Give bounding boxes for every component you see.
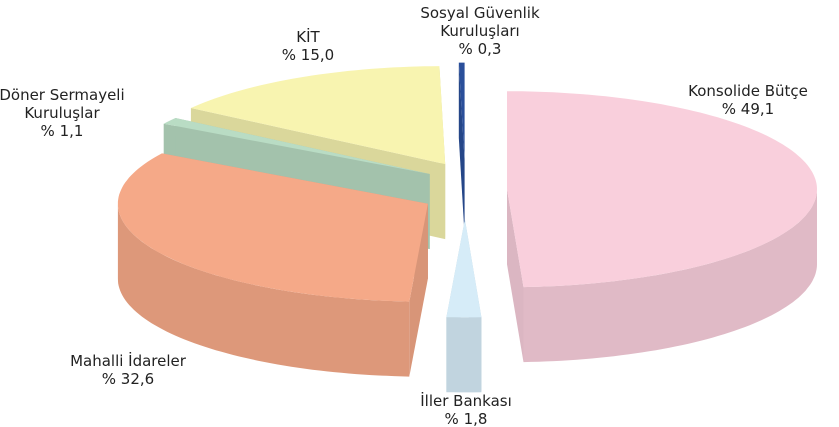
slice-name: Mahalli İdareler [70, 352, 186, 370]
slice-name: Konsolide Bütçe [688, 82, 808, 100]
slice-top [507, 91, 817, 288]
slice-wall [507, 189, 524, 363]
slice-label: KİT% 15,0 [248, 28, 368, 64]
slice-name: KİT [296, 28, 320, 46]
slice-name: Sosyal Güvenlik Kuruluşları [420, 4, 540, 40]
slice-label: Mahalli İdareler% 32,6 [48, 352, 208, 388]
slice-top [163, 118, 430, 174]
pie-slice [117, 153, 428, 377]
pie-slice [446, 219, 482, 393]
pie-slice [507, 91, 817, 363]
slice-side [446, 317, 482, 393]
slice-value: % 1,1 [40, 122, 84, 140]
slice-side [523, 189, 817, 363]
slice-top [117, 153, 428, 302]
slice-top [458, 62, 465, 161]
slice-top [190, 66, 446, 165]
slice-value: % 32,6 [101, 370, 155, 388]
slice-name: İller Bankası [420, 392, 512, 410]
slice-value: % 1,8 [444, 410, 488, 427]
slice-side [117, 203, 410, 377]
slice-name: Döner Sermayeli Kuruluşlar [0, 86, 125, 122]
slice-label: İller Bankası% 1,8 [386, 392, 546, 427]
slice-top [446, 219, 482, 318]
slice-wall [458, 62, 465, 236]
slice-label: Döner Sermayeli Kuruluşlar% 1,1 [0, 86, 137, 140]
slice-label: Sosyal Güvenlik Kuruluşları% 0,3 [405, 4, 555, 58]
slice-value: % 0,3 [458, 40, 502, 58]
pie-slice [458, 62, 465, 236]
slice-value: % 49,1 [721, 100, 775, 118]
slice-value: % 15,0 [281, 46, 335, 64]
slice-label: Konsolide Bütçe% 49,1 [648, 82, 839, 118]
